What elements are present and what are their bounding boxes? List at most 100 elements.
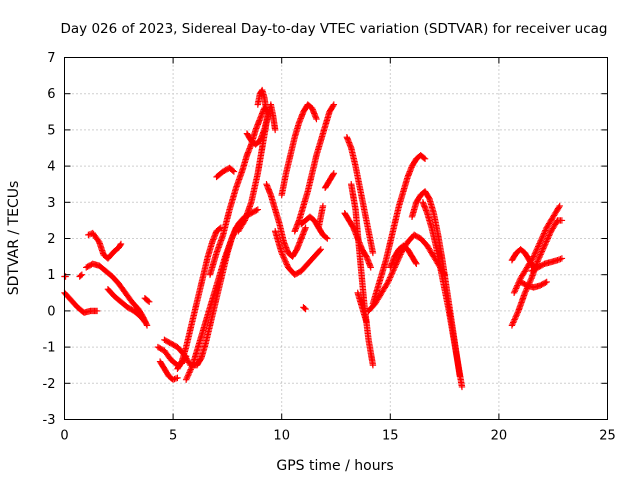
data-point xyxy=(374,272,385,293)
x-tick-label: 15 xyxy=(382,429,399,444)
data-point xyxy=(345,217,356,230)
data-point xyxy=(430,209,441,237)
series-arc-34 xyxy=(419,199,466,391)
data-point xyxy=(319,202,327,210)
data-point xyxy=(432,242,444,270)
data-point xyxy=(117,298,130,310)
data-point xyxy=(450,333,461,364)
data-point xyxy=(291,268,304,278)
series-arc-09 xyxy=(156,358,181,383)
data-point xyxy=(241,200,254,224)
series-arc-21 xyxy=(291,101,338,235)
data-point xyxy=(341,209,352,223)
series-arc-28 xyxy=(348,181,377,369)
data-point xyxy=(189,341,202,369)
data-point xyxy=(348,144,359,168)
data-point xyxy=(232,167,246,192)
data-point xyxy=(421,155,429,163)
data-point xyxy=(161,336,173,346)
data-point xyxy=(248,207,260,217)
data-point xyxy=(67,296,80,310)
series-arc-37 xyxy=(510,202,563,296)
data-point xyxy=(543,214,556,231)
data-point xyxy=(200,254,211,278)
data-point xyxy=(400,242,410,252)
data-point xyxy=(369,249,377,257)
data-point xyxy=(408,156,419,170)
data-point xyxy=(198,341,209,362)
data-point xyxy=(391,247,402,260)
data-point xyxy=(178,345,189,365)
series-arc-31 xyxy=(369,152,429,307)
data-point xyxy=(291,120,302,141)
data-point xyxy=(354,289,365,310)
data-point xyxy=(182,327,194,351)
series-arc-20 xyxy=(278,101,320,199)
data-point xyxy=(311,247,324,260)
data-point xyxy=(356,184,368,212)
data-point xyxy=(193,355,204,369)
data-point xyxy=(239,153,250,173)
series-arc-12 xyxy=(182,206,262,383)
data-point xyxy=(206,305,218,329)
x-tick-label: 10 xyxy=(273,429,290,444)
data-point xyxy=(302,224,309,231)
data-point xyxy=(115,280,128,295)
plot-frame xyxy=(64,57,608,420)
data-point xyxy=(130,307,143,319)
data-point xyxy=(213,233,226,257)
data-point xyxy=(536,225,550,246)
data-point xyxy=(550,204,563,220)
data-point xyxy=(169,375,180,383)
data-point xyxy=(278,249,291,270)
data-point xyxy=(295,204,307,224)
data-points xyxy=(61,86,566,391)
data-point xyxy=(367,264,374,271)
y-tick-label: 4 xyxy=(47,160,55,175)
x-axis-label: GPS time / hours xyxy=(276,458,393,474)
data-point xyxy=(541,229,554,249)
data-point xyxy=(254,146,266,177)
data-point xyxy=(300,304,308,312)
gridlines xyxy=(64,57,608,420)
data-point xyxy=(213,169,226,181)
data-point xyxy=(78,271,86,278)
data-point xyxy=(206,251,220,278)
data-point xyxy=(510,276,524,296)
y-tick-label: 2 xyxy=(47,232,55,247)
y-tick-label: 3 xyxy=(47,196,55,211)
data-point xyxy=(315,204,326,231)
data-point xyxy=(248,171,261,206)
data-point xyxy=(252,138,263,148)
data-point xyxy=(313,139,324,159)
data-point xyxy=(554,255,564,264)
data-point xyxy=(89,229,102,245)
data-point xyxy=(313,115,320,123)
data-point xyxy=(458,383,466,391)
series-arc-36 xyxy=(508,217,566,329)
x-tick-label: 25 xyxy=(599,429,616,444)
y-tick-label: 0 xyxy=(47,304,55,319)
y-tick-label: -2 xyxy=(43,377,56,392)
data-point xyxy=(556,202,563,210)
data-point xyxy=(547,218,560,235)
data-point xyxy=(254,206,262,213)
data-point xyxy=(306,213,317,223)
data-point xyxy=(115,241,124,251)
series-arc-23 xyxy=(300,304,309,313)
data-point xyxy=(156,358,167,371)
series-arc-01 xyxy=(61,289,101,316)
data-point xyxy=(365,228,376,255)
axis-ticks: 0 5 10 15 20 25 -3 -2 -1 0 1 2 3 4 5 6 7 xyxy=(43,51,616,444)
data-point xyxy=(428,224,439,248)
data-point xyxy=(261,110,272,134)
data-point xyxy=(278,171,289,199)
series-arc-26 xyxy=(343,133,377,257)
series-arc-04 xyxy=(85,229,125,262)
data-point xyxy=(128,298,141,312)
data-point xyxy=(330,170,338,177)
data-point xyxy=(378,280,391,296)
data-point xyxy=(317,246,324,253)
data-point xyxy=(321,110,333,130)
data-point xyxy=(235,218,248,235)
